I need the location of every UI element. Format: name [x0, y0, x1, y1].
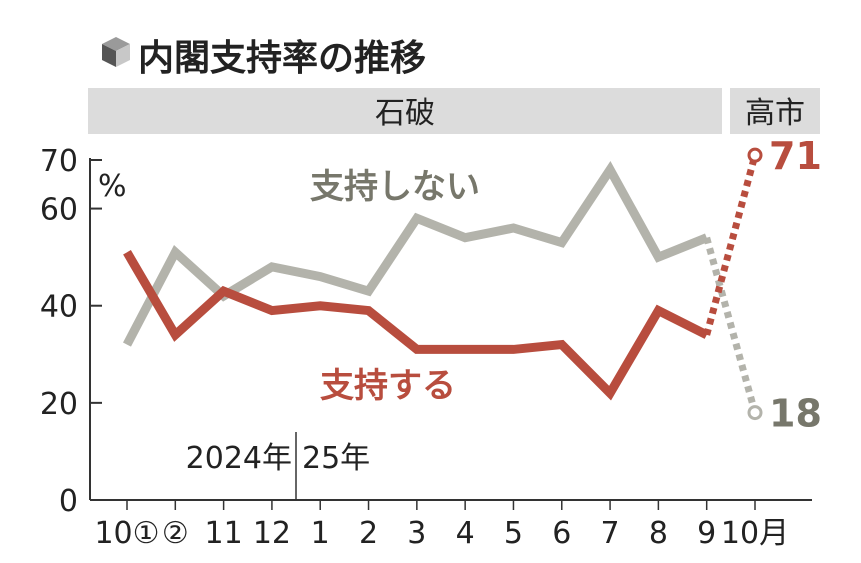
x-tick-label: 3: [407, 516, 426, 551]
year-labels: 2024年 25年: [186, 441, 371, 476]
series-nonsupport-end-marker: [747, 405, 763, 421]
era-band-takaichi: [730, 88, 820, 134]
x-tick-label: 10月: [721, 516, 789, 551]
series-support-line: [123, 250, 709, 401]
x-tick-label: 9: [697, 516, 716, 551]
unit-label: %: [98, 169, 127, 204]
x-tick-label: 5: [504, 516, 523, 551]
series-nonsupport-end-value: 18: [769, 392, 822, 436]
x-tick-label: 7: [601, 516, 620, 551]
y-tick-label: 20: [40, 387, 78, 422]
series-support-projection-line: [703, 154, 759, 336]
x-tick-label: ②: [162, 516, 189, 551]
y-tick-label: 70: [40, 144, 78, 179]
x-tick-label: 4: [456, 516, 475, 551]
y-tick-label: 60: [40, 193, 78, 228]
x-tick-label: 11: [205, 516, 243, 551]
chart-title: 内閣支持率の推移: [138, 38, 426, 79]
year-label: 25年: [302, 441, 370, 476]
year-label: 2024年: [186, 441, 292, 476]
y-tick-label: 0: [59, 484, 78, 519]
series-label-support: 支持する: [320, 366, 456, 406]
x-ticks: 10① ② 11 12 1 2 3 4 5 6 7 8 9 10月: [94, 500, 789, 551]
x-tick-label: 12: [253, 516, 291, 551]
y-tick-label: 40: [40, 290, 78, 325]
era-label-takaichi: 高市: [745, 96, 805, 131]
series-label-nonsupport: 支持しない: [310, 167, 480, 207]
era-band-ishiba: [88, 88, 722, 134]
series-support-end-marker: [747, 147, 763, 163]
era-label-ishiba: 石破: [375, 96, 435, 131]
series-nonsupport-projection-line: [703, 236, 759, 414]
x-tick-label: 10①: [94, 516, 159, 551]
x-tick-label: 8: [649, 516, 668, 551]
series-support-end-value: 71: [769, 134, 822, 178]
x-tick-label: 1: [311, 516, 330, 551]
y-ticks: 0 20 40 60 70: [40, 144, 102, 519]
title-icon: [102, 37, 130, 67]
x-tick-label: 2: [359, 516, 378, 551]
x-tick-label: 6: [552, 516, 571, 551]
